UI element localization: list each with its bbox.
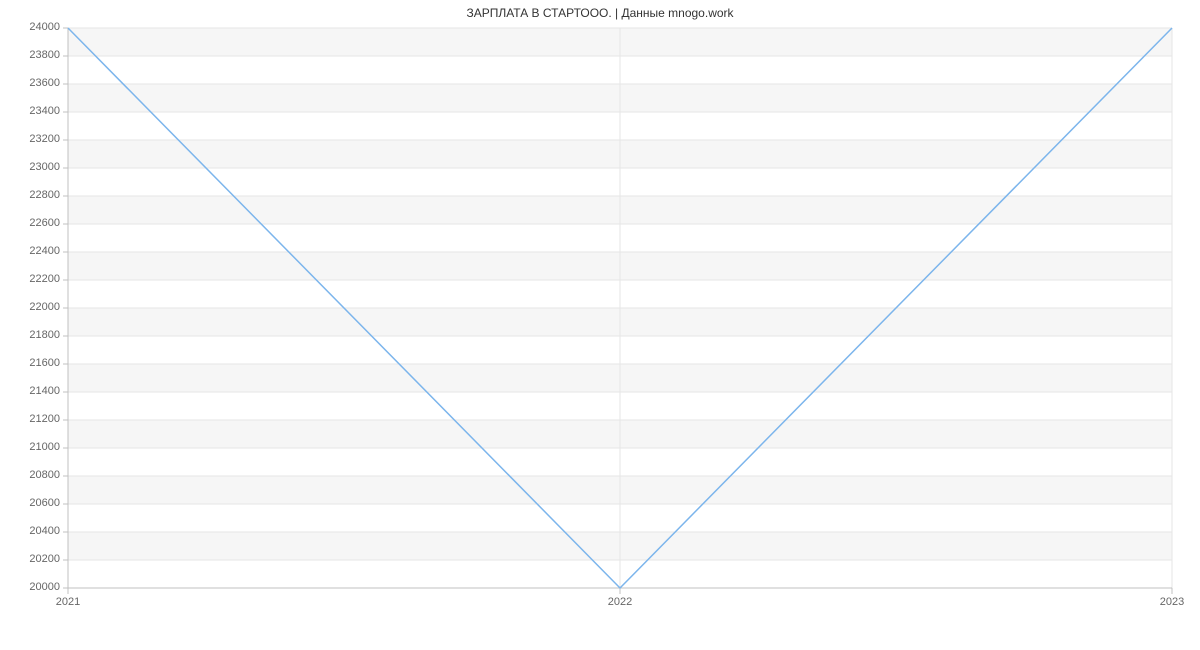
- y-tick-label: 21200: [29, 413, 60, 425]
- y-tick-label: 20800: [29, 469, 60, 481]
- y-tick-label: 23600: [29, 77, 60, 89]
- y-tick-label: 21600: [29, 357, 60, 369]
- y-tick-label: 20400: [29, 525, 60, 537]
- y-tick-label: 21800: [29, 329, 60, 341]
- x-tick-label: 2023: [1160, 596, 1184, 608]
- x-tick-label: 2022: [608, 596, 632, 608]
- y-tick-label: 23800: [29, 49, 60, 61]
- salary-chart: ЗАРПЛАТА В СТАРТООО. | Данные mnogo.work…: [0, 0, 1200, 650]
- y-tick-label: 23400: [29, 105, 60, 117]
- y-tick-label: 22800: [29, 189, 60, 201]
- y-tick-label: 21400: [29, 385, 60, 397]
- y-tick-label: 23200: [29, 133, 60, 145]
- y-tick-label: 20200: [29, 553, 60, 565]
- y-tick-label: 24000: [29, 21, 60, 33]
- chart-plot-area: [0, 0, 1200, 650]
- y-tick-label: 22000: [29, 301, 60, 313]
- y-tick-label: 22400: [29, 245, 60, 257]
- x-tick-label: 2021: [56, 596, 80, 608]
- y-tick-label: 20000: [29, 581, 60, 593]
- y-tick-label: 23000: [29, 161, 60, 173]
- y-tick-label: 22600: [29, 217, 60, 229]
- y-tick-label: 22200: [29, 273, 60, 285]
- y-tick-label: 21000: [29, 441, 60, 453]
- y-tick-label: 20600: [29, 497, 60, 509]
